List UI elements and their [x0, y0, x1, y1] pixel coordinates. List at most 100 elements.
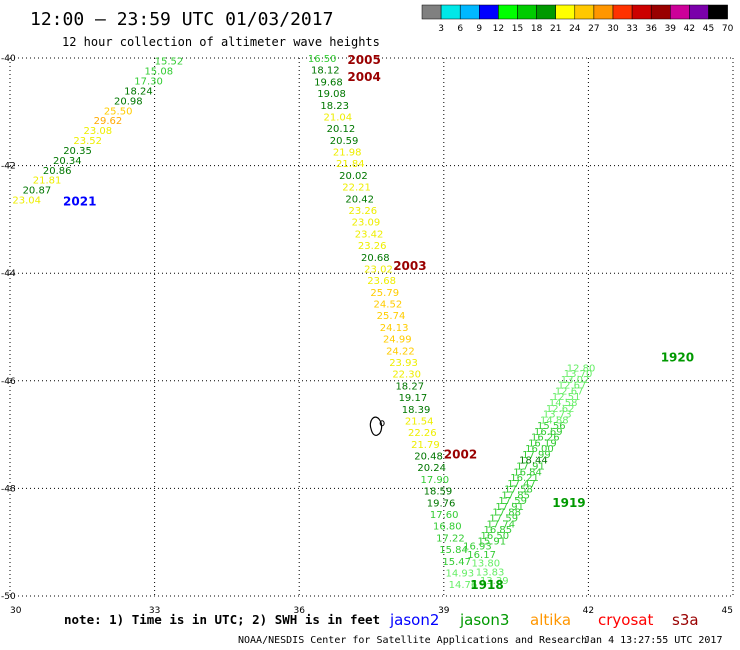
wave-height-value: 17.99 [522, 450, 551, 461]
colorbar-swatch [670, 4, 690, 20]
wave-height-value: 16.80 [433, 522, 462, 533]
wave-height-value: 21.54 [405, 416, 434, 427]
colorbar-swatch [440, 4, 461, 20]
colorbar-swatch [612, 4, 633, 20]
wave-height-value: 17.30 [134, 77, 163, 88]
wave-height-value: 13.02 [561, 375, 590, 386]
wave-height-value: 20.98 [114, 96, 143, 107]
legend-entry: s3a [672, 611, 699, 629]
wave-height-value: 23.52 [73, 136, 102, 147]
wave-height-value: 16.93 [463, 541, 492, 552]
colorbar-tick-label: 15 [512, 24, 523, 34]
wave-height-value: 14.58 [549, 398, 578, 409]
wave-height-value: 16.00 [525, 444, 554, 455]
page-title: 12:00 – 23:59 UTC 01/03/2017 [30, 9, 334, 30]
wave-height-value: 16.85 [483, 525, 512, 536]
wave-height-value: 17.74 [486, 519, 515, 530]
footer-note: note: 1) Time is in UTC; 2) SWH is in fe… [64, 612, 381, 627]
colorbar-tick-label: 6 [457, 24, 463, 34]
wave-height-value: 19.08 [317, 89, 346, 100]
footer-credit: NOAA/NESDIS Center for Satellite Applica… [238, 635, 588, 646]
wave-height-value: 18.27 [395, 381, 424, 392]
wave-height-value: 23.09 [352, 218, 381, 229]
y-tick-label: -40 [1, 54, 16, 64]
wave-height-value: 17.91 [516, 462, 545, 473]
colorbar-tick-label: 24 [569, 24, 581, 34]
wave-height-value: 25.79 [370, 288, 399, 299]
wave-height-value: 22.21 [342, 183, 371, 194]
wave-height-value: 20.42 [345, 194, 374, 205]
wave-height-value: 12.67 [555, 386, 584, 397]
wave-height-value: 20.59 [330, 136, 359, 147]
legend-entry: altika [530, 611, 571, 629]
wave-height-value: 17.90 [420, 475, 449, 486]
wave-height-value: 13.70 [564, 369, 593, 380]
wave-height-value: 23.42 [355, 229, 384, 240]
wave-height-value: 18.23 [320, 101, 349, 112]
x-tick-label: 45 [722, 606, 733, 616]
wave-height-value: 16.50 [308, 54, 337, 65]
colorbar-tick-label: 21 [550, 24, 561, 34]
wave-height-value: 17.85 [501, 490, 530, 501]
wave-height-value: 20.24 [417, 463, 446, 474]
wave-height-value: 24.52 [374, 300, 403, 311]
legend-entry: jason3 [459, 611, 509, 629]
colorbar-swatch [479, 4, 499, 20]
wave-height-value: 13.83 [476, 567, 505, 578]
y-tick-label: -50 [1, 592, 16, 602]
track-id-label: 2002 [444, 447, 477, 461]
wave-height-value: 15.56 [537, 421, 566, 432]
colorbar-swatch [459, 4, 480, 20]
wave-height-value: 23.26 [358, 241, 387, 252]
wave-height-value: 24.22 [386, 346, 415, 357]
wave-height-value: 18.12 [311, 66, 340, 77]
wave-height-value: 16.69 [534, 427, 563, 438]
wave-height-value: 12.67 [558, 381, 587, 392]
colorbar-tick-label: 70 [722, 24, 734, 34]
wave-height-value: 29.62 [94, 116, 123, 127]
track-id-label: 2021 [63, 195, 96, 209]
colorbar-swatch [593, 4, 614, 20]
wave-height-value: 14.88 [540, 415, 569, 426]
wave-height-value: 20.86 [43, 166, 72, 177]
legend-entry: cryosat [598, 611, 653, 629]
wave-height-value: 25.50 [104, 106, 133, 117]
colorbar-tick-label: 27 [588, 24, 599, 34]
track-id-label: 2003 [393, 259, 426, 273]
wave-height-value: 12.80 [567, 363, 596, 374]
colorbar-tick-label: 3 [438, 24, 444, 34]
wave-height-value: 15.91 [478, 537, 507, 548]
colorbar-swatch [421, 4, 442, 20]
colorbar-tick-label: 45 [703, 24, 714, 34]
wave-height-value: 20.34 [53, 156, 82, 167]
wave-height-value: 20.12 [327, 124, 356, 135]
wave-height-value: 14.93 [445, 568, 474, 579]
wave-height-value: 15.08 [144, 67, 173, 78]
wave-height-value: 23.93 [389, 358, 418, 369]
wave-height-value: 20.87 [23, 186, 52, 197]
wave-height-value: 13.73 [543, 410, 572, 421]
x-tick-label: 36 [293, 606, 305, 616]
wave-height-value: 25.74 [377, 311, 406, 322]
y-tick-label: -48 [1, 484, 16, 494]
wave-height-value: 22.30 [392, 370, 421, 381]
wave-height-value: 21.81 [33, 176, 62, 187]
wave-height-value: 23.08 [84, 126, 113, 137]
wave-height-value: 17.58 [504, 485, 533, 496]
wave-height-value: 20.68 [361, 253, 390, 264]
track-id-label: 1920 [661, 351, 694, 365]
wave-height-value: 17.88 [492, 508, 521, 519]
wave-height-value: 22.26 [408, 428, 437, 439]
wave-height-value: 16.21 [510, 473, 539, 484]
track-id-label: 2005 [347, 53, 380, 67]
colorbar-swatch [708, 4, 728, 20]
wave-height-value: 17.59 [498, 496, 527, 507]
wave-height-value: 17.22 [436, 533, 465, 544]
wave-height-value: 12.62 [546, 404, 575, 415]
wave-height-value: 16.19 [528, 438, 557, 449]
colorbar-tick-label: 36 [645, 24, 657, 34]
wave-height-value: 19.17 [399, 393, 428, 404]
wave-height-value: 23.68 [367, 276, 396, 287]
colorbar-tick-label: 39 [665, 24, 677, 34]
